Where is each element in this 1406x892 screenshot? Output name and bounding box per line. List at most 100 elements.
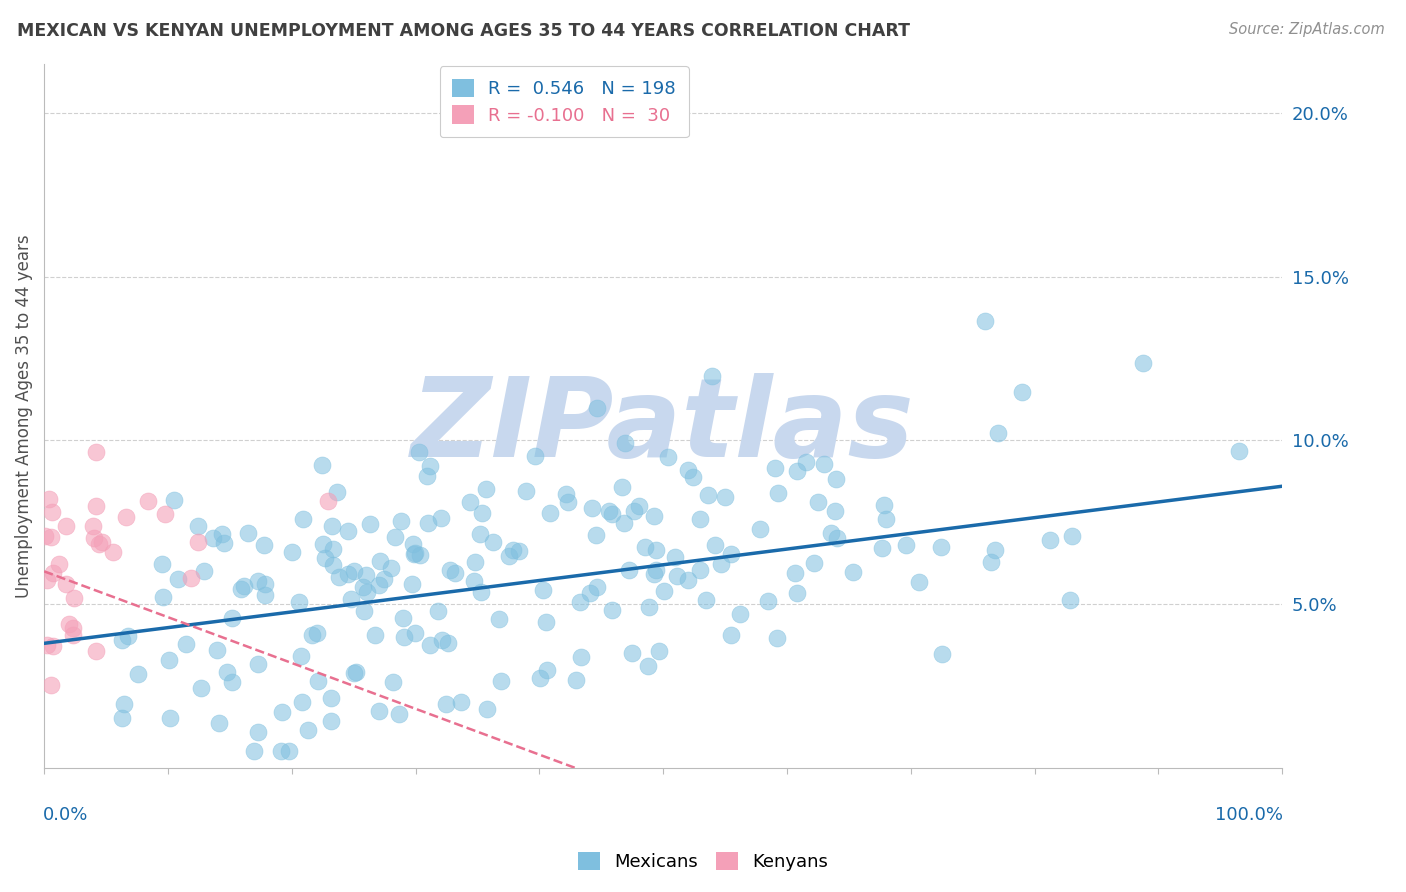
Point (531, 583, 554, 598)
Point (931, 647, 953, 661)
Point (159, 711, 181, 725)
Point (253, 538, 276, 552)
Point (555, 487, 578, 501)
Point (627, 500, 650, 514)
Point (322, 558, 344, 573)
Point (783, 566, 806, 581)
Point (581, 500, 603, 515)
Point (645, 563, 668, 577)
Point (803, 556, 825, 570)
Point (908, 574, 931, 589)
Point (401, 576, 423, 591)
Point (322, 542, 344, 557)
Point (38, 492, 60, 507)
Point (720, 628, 742, 642)
Point (987, 425, 1010, 440)
Point (82, 519, 104, 533)
Point (281, 545, 304, 559)
Point (402, 537, 425, 551)
Legend: R =  0.546   N = 198, R = -0.100   N =  30: R = 0.546 N = 198, R = -0.100 N = 30 (440, 66, 689, 137)
Point (180, 571, 202, 585)
Point (319, 691, 342, 706)
Point (62, 628, 84, 642)
Point (766, 631, 789, 645)
Point (111, 711, 134, 725)
Point (974, 314, 997, 328)
Point (700, 368, 723, 383)
Point (83, 531, 105, 545)
Point (359, 517, 381, 532)
Point (426, 604, 449, 618)
Point (1132, 355, 1154, 369)
Point (419, 639, 441, 653)
Point (657, 450, 679, 464)
Point (489, 674, 512, 689)
Point (439, 563, 461, 577)
Point (321, 518, 343, 533)
Point (565, 673, 588, 687)
Point (458, 495, 481, 509)
Point (114, 510, 136, 524)
Point (84, 500, 107, 514)
Point (404, 625, 426, 640)
Point (364, 628, 387, 642)
Point (353, 604, 375, 618)
Point (756, 594, 779, 608)
Point (392, 611, 415, 625)
Point (538, 506, 561, 520)
Point (343, 564, 366, 578)
Legend: Mexicans, Kenyans: Mexicans, Kenyans (571, 845, 835, 879)
Point (55, 519, 77, 533)
Point (870, 541, 893, 555)
Point (278, 744, 301, 758)
Point (704, 538, 727, 552)
Point (90, 535, 112, 549)
Point (112, 698, 135, 712)
Point (291, 694, 314, 708)
Text: 100.0%: 100.0% (1215, 806, 1284, 824)
Point (437, 636, 460, 650)
Point (404, 546, 426, 560)
Point (475, 482, 498, 496)
Point (536, 663, 558, 677)
Point (728, 607, 751, 621)
Point (221, 674, 243, 689)
Point (807, 495, 830, 509)
Point (637, 599, 659, 614)
Point (314, 550, 336, 565)
Point (468, 527, 491, 541)
Point (419, 458, 441, 473)
Point (319, 714, 342, 728)
Point (416, 469, 439, 483)
Point (720, 547, 742, 561)
Point (600, 603, 623, 617)
Point (270, 744, 292, 758)
Point (689, 512, 711, 526)
Point (842, 565, 865, 579)
Point (748, 522, 770, 536)
Point (34, 529, 56, 543)
Point (41, 505, 63, 519)
Point (42, 640, 65, 654)
Point (794, 455, 817, 469)
Point (368, 554, 391, 568)
Y-axis label: Unemployment Among Ages 35 to 44 years: Unemployment Among Ages 35 to 44 years (15, 234, 32, 598)
Point (35, 638, 58, 652)
Point (288, 595, 311, 609)
Point (557, 494, 579, 508)
Point (205, 643, 228, 657)
Point (297, 723, 319, 737)
Point (475, 701, 498, 715)
Point (498, 549, 520, 564)
Point (430, 632, 453, 647)
Point (875, 512, 897, 526)
Point (211, 527, 233, 541)
Point (621, 646, 644, 660)
Point (381, 675, 404, 690)
Point (373, 572, 395, 586)
Point (311, 458, 333, 472)
Point (301, 628, 323, 642)
Point (1039, 533, 1062, 547)
Point (482, 535, 505, 549)
Point (676, 573, 699, 587)
